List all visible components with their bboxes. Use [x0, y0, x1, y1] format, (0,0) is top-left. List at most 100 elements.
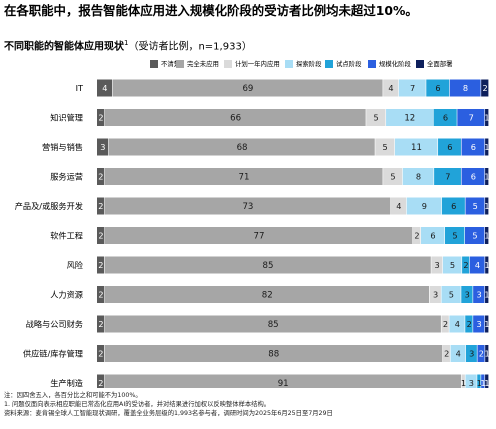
bar-segment — [97, 109, 105, 126]
data-label: 2 — [467, 319, 472, 329]
data-label: 2 — [98, 378, 103, 388]
footnotes: 注：因四舍五入，各百分比之和可能不为100%。 1. 问题仅面向表示相应职能已常… — [4, 391, 494, 418]
data-label: 4 — [396, 201, 401, 211]
legend-label: 全面部署 — [427, 60, 453, 68]
bar-segment — [97, 286, 105, 303]
bar-segment — [462, 256, 470, 274]
data-label: 2 — [98, 201, 103, 211]
legend-label: 不清楚 — [161, 60, 181, 68]
data-label: 2 — [479, 349, 484, 359]
bar-segment — [97, 315, 105, 333]
data-label: 66 — [230, 114, 241, 124]
footnote-rounding: 注：因四舍五入，各百分比之和可能不为100%。 — [4, 392, 142, 399]
bar-segment — [485, 168, 489, 185]
category-label: 供应链/库存管理 — [23, 349, 83, 359]
bar-segment — [441, 197, 465, 215]
bar-segment — [441, 286, 461, 303]
data-label: 1 — [484, 319, 489, 329]
data-label: 1 — [484, 378, 489, 388]
legend-swatch — [150, 60, 158, 68]
bar-segment — [97, 168, 105, 185]
chart-subtitle: 不同职能的智能体应用现状1（受访者比例，n=1,933） — [4, 37, 252, 53]
bar-segment — [366, 109, 386, 126]
bar-segment — [426, 79, 450, 97]
legend-item: 完全未应用 — [176, 58, 219, 70]
data-label: 4 — [475, 260, 480, 270]
data-label: 5 — [473, 201, 478, 211]
bar-segment — [386, 109, 433, 126]
bar-segment — [485, 256, 489, 274]
bar-segment — [485, 315, 489, 333]
bar-segment — [485, 374, 489, 388]
category-label: 产品及/或服务开发 — [15, 201, 83, 211]
data-label: 5 — [472, 231, 477, 241]
data-label: 68 — [237, 143, 248, 153]
data-label: 2 — [482, 83, 487, 93]
chart-sample-note: （受访者比例，n=1,933） — [128, 41, 252, 53]
category-label: 风险 — [67, 260, 84, 270]
bar-segment — [394, 138, 438, 156]
bar-segment — [104, 374, 461, 388]
bar-segment — [104, 286, 430, 303]
data-label: 1 — [461, 378, 466, 388]
data-label: 5 — [450, 260, 455, 270]
bar-segment — [461, 168, 485, 185]
bar-segment — [445, 227, 465, 244]
bar-segment — [485, 227, 489, 244]
data-label: 5 — [452, 231, 457, 241]
chart-legend: 不清楚 完全未应用 计划一年内应用 探索阶段 试点阶段 规模化阶段 全面部署 — [0, 58, 496, 70]
data-label: 5 — [449, 290, 454, 300]
data-label: 5 — [374, 113, 379, 123]
bar-segment — [105, 227, 413, 244]
data-label: 88 — [268, 350, 279, 360]
data-label: 1 — [484, 172, 489, 182]
legend-swatch — [285, 60, 293, 68]
data-label: 4 — [455, 319, 460, 329]
bar-segment — [104, 345, 443, 362]
data-label: 4 — [388, 83, 393, 93]
footnote-marker: 1 — [124, 39, 129, 47]
bar-segment — [457, 109, 485, 126]
data-label: 1 — [484, 290, 489, 300]
bar-segment — [442, 256, 462, 274]
bar-segment — [104, 109, 366, 126]
category-label: 人力资源 — [50, 290, 83, 300]
bar-segment — [461, 138, 485, 156]
bar-segment — [383, 79, 399, 97]
data-label: 6 — [447, 142, 452, 152]
data-label: 1 — [484, 142, 489, 152]
bar-segment — [465, 197, 485, 215]
category-label: 服务运营 — [50, 172, 83, 182]
bar-segment — [104, 197, 391, 215]
legend-label: 计划一年内应用 — [235, 60, 280, 68]
headline: 在各职能中，报告智能体应用进入规模化阶段的受访者比例均未超过10%。 — [4, 3, 418, 18]
legend-swatch — [176, 60, 184, 68]
bar-segment — [97, 345, 105, 362]
bar-segment — [104, 315, 441, 333]
data-label: 2 — [463, 260, 468, 270]
bar-segment — [485, 197, 489, 215]
bar-segment — [461, 286, 473, 303]
bar-segment — [406, 197, 442, 215]
bar-segment — [477, 345, 485, 362]
data-label: 3 — [100, 142, 105, 152]
data-label: 2 — [98, 290, 103, 300]
footnote-question: 1. 问题仅面向表示相应职能已常态化应用AI的受访者，并对结果进行加权以反映整体… — [4, 401, 271, 408]
data-label: 3 — [469, 349, 474, 359]
category-label: 战略与公司财务 — [26, 319, 83, 329]
legend-label: 探索阶段 — [296, 60, 322, 68]
legend-item: 计划一年内应用 — [224, 58, 280, 70]
bar-segment — [97, 138, 109, 156]
bar-segment — [473, 286, 485, 303]
data-label: 8 — [416, 172, 421, 182]
data-label: 1 — [484, 231, 489, 241]
data-label: 2 — [98, 319, 103, 329]
category-label: 营销与销售 — [42, 142, 83, 152]
data-label: 2 — [98, 113, 103, 123]
bar-segment — [421, 227, 445, 244]
data-label: 82 — [262, 291, 273, 301]
bar-segment — [402, 168, 434, 185]
data-label: 9 — [422, 201, 427, 211]
bar-segment — [465, 227, 485, 244]
data-label: 6 — [435, 83, 440, 93]
